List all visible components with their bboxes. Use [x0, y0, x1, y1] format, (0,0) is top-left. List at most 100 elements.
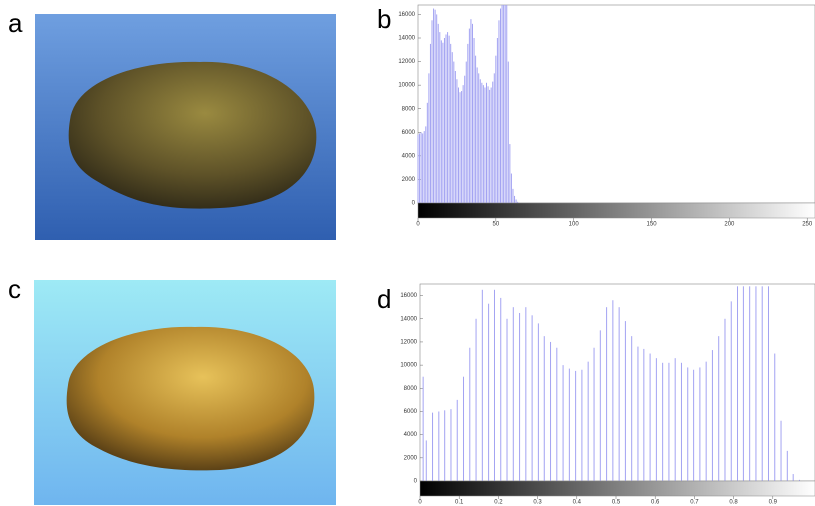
bar [489, 90, 490, 203]
y-tick-label: 12000 [400, 340, 417, 346]
bar [474, 38, 475, 203]
bar [458, 88, 459, 204]
bar [484, 88, 485, 204]
bar [450, 44, 451, 203]
bar [446, 34, 447, 203]
bar [768, 286, 769, 481]
bar [425, 126, 426, 203]
x-tick-label: 0.8 [729, 500, 738, 506]
bar [581, 370, 582, 481]
y-tick-label: 12000 [398, 59, 415, 65]
x-tick-label: 100 [569, 222, 580, 228]
panel-label: b [377, 4, 391, 34]
figure: a b c d 02000400060008000100001200014000… [0, 0, 815, 506]
photo-a [35, 14, 336, 240]
photo-c [34, 280, 336, 505]
bar [755, 286, 756, 481]
bar [656, 358, 657, 481]
bar [699, 367, 700, 481]
bar [532, 315, 533, 481]
bar [506, 5, 507, 203]
bar [488, 304, 489, 481]
bar [422, 133, 423, 203]
y-tick-label: 0 [412, 201, 416, 207]
bar [612, 300, 613, 481]
bar [444, 410, 445, 481]
colorbar [418, 203, 815, 218]
y-tick-label: 8000 [402, 106, 416, 112]
bar [480, 79, 481, 203]
bar [625, 321, 626, 481]
bar [438, 24, 439, 203]
bar [693, 370, 694, 481]
bar [737, 286, 738, 481]
bar [439, 32, 440, 203]
bar [631, 336, 632, 481]
bar [453, 62, 454, 203]
bar [569, 369, 570, 481]
bar [470, 19, 471, 203]
bar [464, 76, 465, 203]
bar [718, 336, 719, 481]
x-tick-label: 0.1 [455, 500, 464, 506]
bar [486, 83, 487, 203]
bar [460, 92, 461, 203]
bar [502, 5, 503, 203]
bar [793, 474, 794, 481]
y-tick-label: 14000 [398, 36, 415, 42]
bar [511, 174, 512, 203]
y-tick-label: 16000 [398, 12, 415, 18]
bar [442, 43, 443, 203]
y-tick-label: 2000 [402, 177, 416, 183]
bar [455, 71, 456, 203]
bar [424, 131, 425, 203]
bar [466, 62, 467, 203]
x-tick-label: 0.7 [690, 500, 699, 506]
x-tick-label: 0.2 [494, 500, 503, 506]
y-tick-label: 6000 [402, 130, 416, 136]
bar [516, 199, 517, 203]
x-tick-label: 0.6 [651, 500, 660, 506]
bar [495, 56, 496, 203]
bar [432, 20, 433, 203]
y-tick-label: 2000 [404, 455, 418, 461]
bar [452, 52, 453, 203]
bar [482, 290, 483, 481]
bar [463, 377, 464, 481]
bar [681, 363, 682, 481]
bar [643, 349, 644, 481]
bar [662, 363, 663, 481]
bar [675, 358, 676, 481]
bar [421, 132, 422, 203]
bar [514, 196, 515, 203]
bar [619, 307, 620, 481]
bar [450, 409, 451, 481]
bar [438, 411, 439, 481]
bar [494, 73, 495, 203]
bar [550, 342, 551, 481]
bar [556, 348, 557, 481]
bar [444, 38, 445, 203]
y-tick-label: 4000 [404, 432, 418, 438]
bar [483, 85, 484, 203]
bar [435, 10, 436, 203]
y-tick-label: 6000 [404, 409, 418, 415]
x-tick-label: 0.5 [612, 500, 621, 506]
bar [563, 365, 564, 481]
bar [606, 307, 607, 481]
bar [706, 362, 707, 481]
bar [488, 86, 489, 203]
bar [441, 40, 442, 203]
bar [588, 362, 589, 481]
bar [503, 5, 504, 203]
bar [418, 135, 419, 203]
bar [475, 56, 476, 203]
panel-label: a [8, 8, 23, 38]
bar [508, 62, 509, 203]
bar [498, 20, 499, 203]
y-tick-label: 4000 [402, 153, 416, 159]
bar [575, 371, 576, 481]
x-tick-label: 0.4 [573, 500, 582, 506]
bar [650, 354, 651, 481]
bar [743, 286, 744, 481]
